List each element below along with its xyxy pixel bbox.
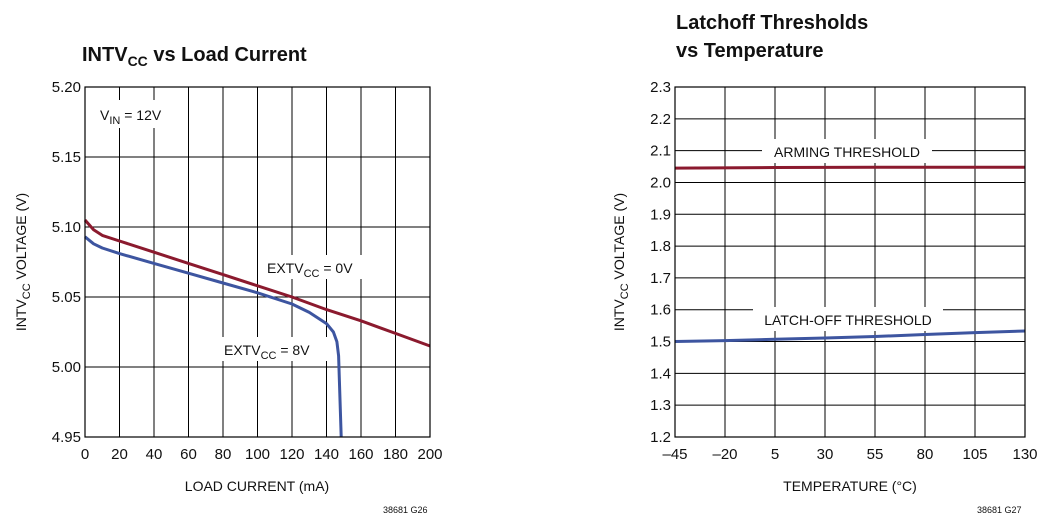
x-axis-label: TEMPERATURE (°C) [783,478,917,494]
y-tick-label: 1.4 [650,365,671,382]
y-axis-label: INTVCC VOLTAGE (V) [611,193,631,331]
series-label-latch-off-threshold: LATCH-OFF THRESHOLD [764,312,932,328]
y-tick-label: 1.3 [650,397,671,414]
x-tick-label: 130 [1012,446,1037,463]
chart-title: INTVCC vs Load Current [82,44,307,69]
y-tick-label: 2.0 [650,174,671,191]
series-label-backdrop [762,139,932,163]
plot-frame [674,86,1026,438]
x-tick-label: –20 [712,446,737,463]
y-tick-label: 5.15 [52,149,81,166]
x-tick-label: 80 [215,446,232,463]
x-tick-label: 0 [81,446,89,463]
x-tick-label: –45 [662,446,687,463]
x-tick-label: 140 [314,446,339,463]
x-tick-label: 80 [917,446,934,463]
chart-latchoff-thresholds-vs-temperature: Latchoff Thresholds vs Temperature –45 –2… [611,12,1038,515]
series-label-extvcc-8v: EXTVCC = 8V [224,342,310,362]
y-tick-label: 5.00 [52,359,81,376]
y-tick-label: 5.20 [52,79,81,96]
series-label-extvcc-0v: EXTVCC = 0V [267,260,353,280]
x-tick-label: 200 [417,446,442,463]
x-tick-label: 60 [180,446,197,463]
series-label-backdrop [220,337,330,361]
y-tick-label: 1.5 [650,334,671,351]
x-tick-label: 55 [867,446,884,463]
y-tick-label: 1.8 [650,238,671,255]
vin-annotation: VIN = 12V [100,107,162,127]
series-label-backdrop [262,255,372,279]
series-line-0 [83,219,431,348]
x-axis-label: LOAD CURRENT (mA) [185,478,329,494]
chart-intvcc-vs-load-current: INTVCC vs Load Current 0 20 40 60 80 100 120 14… [13,44,443,515]
x-tick-label: 30 [817,446,834,463]
chart-title-line-1: Latchoff Thresholds [676,12,868,34]
y-axis-label: INTVCC VOLTAGE (V) [13,193,33,331]
y-tick-label: 2.1 [650,143,671,160]
y-tick-label: 5.05 [52,289,81,306]
x-tick-label: 120 [279,446,304,463]
y-tick-label: 1.7 [650,270,671,287]
y-tick-label: 2.2 [650,111,671,128]
series-label-arming-threshold: ARMING THRESHOLD [774,144,920,160]
x-tick-label: 40 [146,446,163,463]
x-tick-label: 160 [348,446,373,463]
y-tick-label: 1.2 [650,429,671,446]
series-line-0 [674,165,1025,170]
series-line-1 [674,329,1026,343]
x-tick-label: 180 [383,446,408,463]
y-tick-label: 2.3 [650,79,671,96]
y-tick-label: 1.6 [650,302,671,319]
chart-title-line-2: vs Temperature [676,40,823,62]
x-tick-label: 105 [962,446,987,463]
series-line-1 [84,235,343,438]
figure-id: 38681 G26 [383,505,428,515]
x-tick-label: 100 [245,446,270,463]
x-tick-label: 20 [111,446,128,463]
figure-id: 38681 G27 [977,505,1022,515]
plot-frame [84,86,431,438]
y-tick-label: 4.95 [52,429,81,446]
x-tick-label: 5 [771,446,779,463]
series-label-backdrop [753,307,943,331]
y-tick-label: 1.9 [650,206,671,223]
annotation-backdrop [96,100,182,128]
y-tick-label: 5.10 [52,219,81,236]
